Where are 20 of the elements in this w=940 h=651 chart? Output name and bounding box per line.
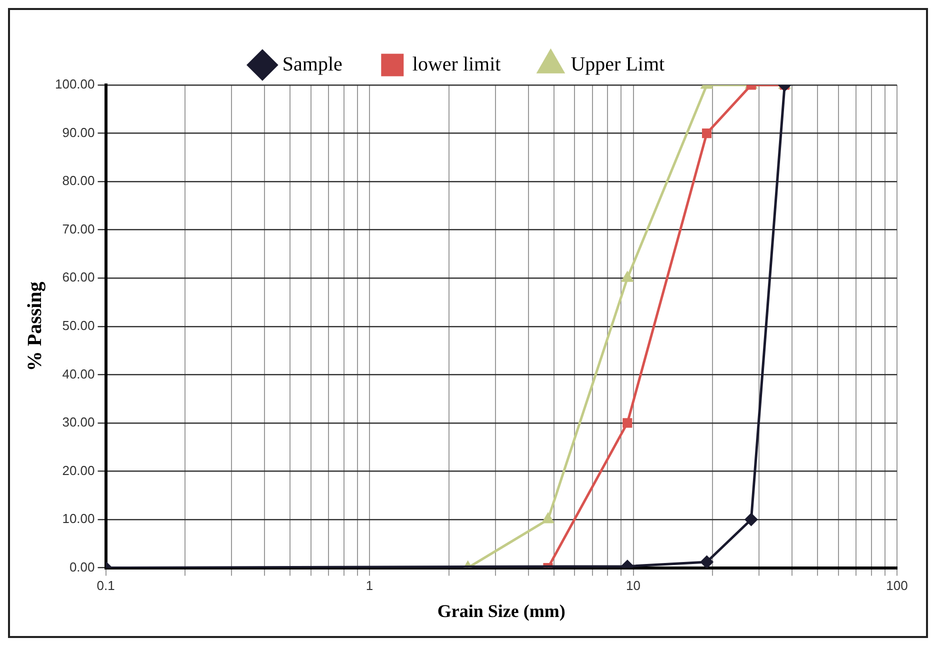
y-tick-label: 60.00 [62, 270, 95, 285]
legend-label: lower limit [412, 53, 502, 76]
y-tick-label: 40.00 [62, 366, 95, 382]
y-tick-label: 50.00 [62, 318, 95, 333]
x-tick-label: 0.1 [96, 578, 115, 594]
y-tick-label: 0.00 [69, 559, 95, 574]
legend-label: Upper Limt [570, 53, 666, 76]
x-axis-title: Grain Size (mm) [437, 600, 566, 621]
x-tick-label: 100 [886, 578, 908, 594]
y-tick-label: 30.00 [62, 414, 95, 430]
x-tick-label: 1 [366, 578, 374, 594]
y-tick-label: 10.00 [62, 511, 95, 526]
y-axis-title: % Passing [24, 282, 46, 372]
legend-label: Sample [282, 53, 343, 76]
y-tick-label: 80.00 [62, 173, 95, 188]
y-tick-label: 70.00 [62, 221, 95, 236]
y-tick-label: 100.00 [54, 76, 95, 92]
x-tick-label: 10 [626, 578, 640, 594]
y-tick-label: 90.00 [62, 124, 95, 140]
y-tick-label: 20.00 [62, 462, 95, 478]
